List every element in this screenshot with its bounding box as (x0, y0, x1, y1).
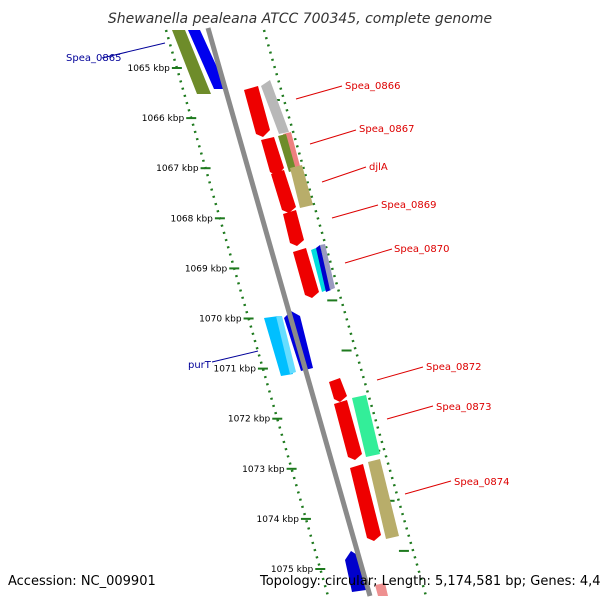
leader-spea-0869 (331, 204, 379, 219)
gene-spea-0873-green (352, 395, 380, 457)
gene-spea-0870-grey (320, 244, 335, 290)
reverse-strand-genes (172, 30, 366, 592)
gene-spea-0874-red (350, 464, 381, 541)
gene-label-spea-0870[interactable]: Spea_0870 (394, 244, 449, 255)
gene-spea-0874-khaki (368, 459, 399, 539)
inner-track-guide (262, 29, 428, 597)
scale-label: 1067 kbp (156, 164, 199, 174)
leader-spea-0872 (376, 366, 424, 381)
gene-spea-0865-blue (188, 30, 227, 89)
scale-label: 1075 kbp (271, 565, 314, 575)
scale-label: 1072 kbp (228, 415, 271, 425)
gene-label-djlA[interactable]: djlA (369, 162, 388, 173)
gene-label-spea-0866[interactable]: Spea_0866 (345, 81, 400, 92)
gene-djlA-red (271, 170, 296, 213)
gene-spea-0866-red (244, 86, 270, 137)
leader-spea-0873 (386, 405, 434, 420)
gene-label-spea-0874[interactable]: Spea_0874 (454, 477, 509, 488)
leader-spea-0870 (344, 248, 393, 264)
leader-spea-0865 (101, 42, 166, 59)
leader-spea-0867 (309, 129, 357, 145)
outer-track-guide (164, 29, 330, 597)
gene-djlA-khaki (290, 165, 313, 208)
gene-olive-top (172, 30, 211, 94)
scale-label: 1070 kbp (199, 315, 242, 325)
accession-label: Accession: NC_009901 (8, 574, 156, 589)
scale-label: 1065 kbp (127, 64, 170, 74)
leader-spea-0866 (295, 85, 343, 100)
gene-label-spea-0867[interactable]: Spea_0867 (359, 124, 414, 135)
gene-spea-0873-red (334, 400, 362, 460)
scale-label: 1073 kbp (242, 465, 285, 475)
gene-spea-0867-red (261, 137, 284, 176)
label-leaders (101, 42, 452, 495)
gene-purT-cyan (264, 316, 293, 376)
scale-label: 1069 kbp (185, 264, 228, 274)
scale-label: 1066 kbp (142, 114, 185, 124)
gene-pink-bottom (375, 583, 388, 596)
gene-blue-bottom (345, 551, 366, 592)
map-title: Shewanella pealeana ATCC 700345, complet… (108, 11, 492, 27)
genome-backbone (205, 27, 373, 597)
gene-spea-0870-red (293, 248, 319, 298)
gene-olive-djlA-upper (278, 134, 296, 172)
topology-label: Topology: circular; Length: 5,174,581 bp… (260, 574, 600, 589)
gene-label-spea-0873[interactable]: Spea_0873 (436, 402, 491, 413)
track-guides (164, 29, 428, 597)
gene-label-purT[interactable]: purT (188, 360, 212, 371)
gene-purT-lightcyan (276, 316, 296, 374)
leader-purT (211, 350, 259, 363)
gene-label-spea-0869[interactable]: Spea_0869 (381, 200, 436, 211)
scale-label: 1074 kbp (257, 515, 300, 525)
gene-label-spea-0865[interactable]: Spea_0865 (66, 53, 121, 64)
scale-label: 1068 kbp (170, 214, 213, 224)
leader-spea-0874 (404, 480, 452, 495)
gene-spea-0870-blue (316, 245, 331, 292)
gene-labels: Spea_0865 Spea_0866 Spea_0867 djlA Spea_… (66, 53, 509, 488)
leader-djlA (321, 166, 367, 183)
gene-spea-0866-grey (261, 80, 289, 134)
gene-spea-0870-cyan (311, 248, 327, 292)
gene-label-spea-0872[interactable]: Spea_0872 (426, 362, 481, 373)
forward-strand-genes (244, 80, 399, 596)
gene-spea-0872-red (329, 378, 347, 402)
scale-label: 1071 kbp (214, 365, 257, 375)
gene-spea-0869-red (283, 210, 304, 246)
